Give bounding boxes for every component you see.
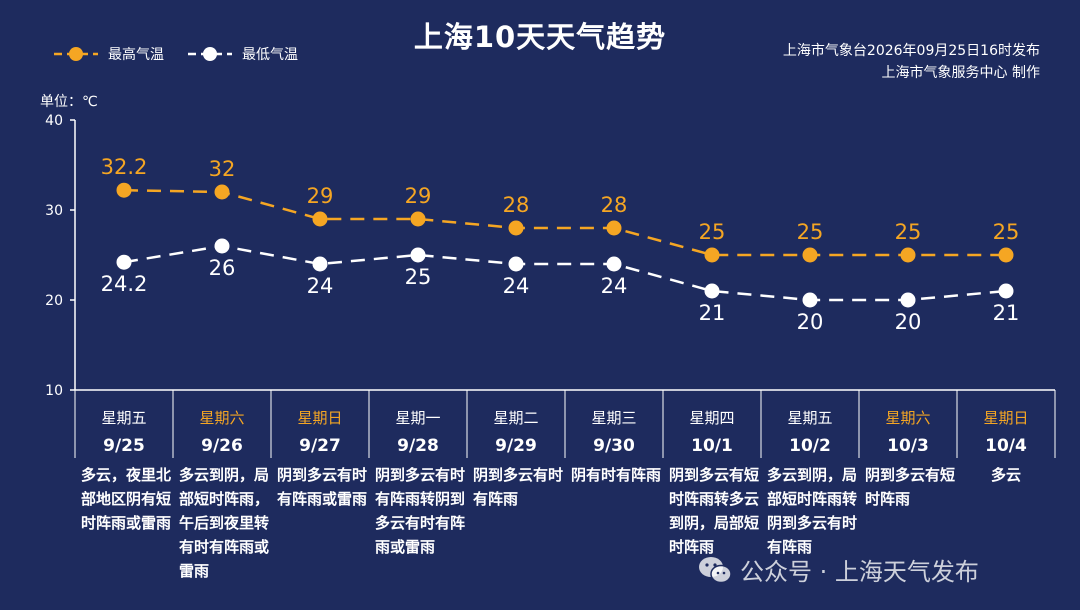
day-date: 9/27 bbox=[299, 436, 341, 456]
low-temp-label: 24 bbox=[601, 274, 628, 298]
low-temp-label: 24 bbox=[503, 274, 530, 298]
issuer-line-2: 上海市气象服务中心 制作 bbox=[881, 65, 1040, 81]
chart-lines bbox=[116, 182, 1014, 308]
low-temp-label: 20 bbox=[895, 310, 922, 334]
low-temp-label: 21 bbox=[993, 301, 1020, 325]
day-description: 阴到多云有时有阵雨或雷雨 bbox=[277, 466, 368, 508]
high-temp-point bbox=[508, 220, 524, 236]
day-weekday: 星期三 bbox=[591, 409, 637, 427]
day-description: 阴到多云有短时阵雨转多云到阴，局部短时阵雨 bbox=[669, 466, 760, 556]
high-temp-point bbox=[802, 247, 818, 263]
low-temp-point bbox=[704, 283, 720, 299]
low-temp-point bbox=[312, 256, 328, 272]
high-temp-label: 25 bbox=[699, 220, 726, 244]
high-temp-label: 28 bbox=[503, 193, 530, 217]
day-date: 9/28 bbox=[397, 436, 439, 456]
low-temp-point bbox=[998, 283, 1014, 299]
legend-high-label: 最高气温 bbox=[108, 47, 164, 63]
day-weekday: 星期二 bbox=[493, 409, 539, 427]
day-description: 阴到多云有短时阵雨 bbox=[865, 466, 956, 508]
high-temp-label: 25 bbox=[993, 220, 1020, 244]
low-temp-point bbox=[802, 292, 818, 308]
low-temp-label: 20 bbox=[797, 310, 824, 334]
high-temp-point bbox=[704, 247, 720, 263]
high-temp-label: 29 bbox=[307, 184, 334, 208]
high-temp-point bbox=[998, 247, 1014, 263]
day-weekday: 星期日 bbox=[983, 409, 1029, 427]
high-temp-line bbox=[123, 188, 1006, 257]
day-date: 10/2 bbox=[789, 436, 831, 456]
day-weekday: 星期五 bbox=[101, 409, 147, 427]
legend-low-label: 最低气温 bbox=[242, 47, 298, 63]
day-weekday: 星期五 bbox=[787, 409, 833, 427]
day-description: 阴到多云有时有阵雨 bbox=[473, 466, 564, 508]
high-temp-point bbox=[410, 211, 426, 227]
low-temp-label: 21 bbox=[699, 301, 726, 325]
low-temp-label: 25 bbox=[405, 265, 432, 289]
high-temp-label: 25 bbox=[797, 220, 824, 244]
high-temp-label: 32 bbox=[209, 157, 236, 181]
day-description: 阴有时有阵雨 bbox=[571, 466, 662, 484]
chart-labels: 32.2 32 29 29 28 28 25 25 25 25 24.2 26 24 25 24 24 21 20… bbox=[101, 155, 1020, 334]
low-temp-point bbox=[900, 292, 916, 308]
y-tick-label: 20 bbox=[45, 293, 63, 309]
low-temp-point bbox=[116, 254, 132, 270]
low-temp-point bbox=[606, 256, 622, 272]
day-weekday: 星期六 bbox=[199, 409, 245, 427]
low-temp-label: 24 bbox=[307, 274, 334, 298]
day-description: 多云，夜里北部地区阴有短时阵雨或雷雨 bbox=[81, 466, 172, 532]
watermark-text: 公众号 · 上海天气发布 bbox=[740, 558, 979, 586]
y-axis-unit: 单位：℃ bbox=[40, 94, 98, 110]
day-description: 多云 bbox=[990, 466, 1021, 484]
day-date: 9/26 bbox=[201, 436, 243, 456]
day-date: 10/3 bbox=[887, 436, 929, 456]
issuer-info: 上海市气象台2026年09月25日16时发布 上海市气象服务中心 制作 bbox=[783, 40, 1040, 84]
low-temp-line bbox=[123, 244, 1007, 302]
day-description: 阴到多云有时有阵雨转阴到多云有时有阵雨或雷雨 bbox=[375, 466, 466, 556]
day-description: 多云到阴，局部短时阵雨，午后到夜里转有时有阵雨或雷雨 bbox=[179, 466, 270, 580]
high-temp-label: 32.2 bbox=[101, 155, 148, 179]
legend-low: 最低气温 bbox=[186, 44, 298, 64]
low-temp-point bbox=[410, 247, 426, 263]
day-date: 9/29 bbox=[495, 436, 537, 456]
day-date: 9/30 bbox=[593, 436, 635, 456]
issuer-line-1: 上海市气象台2026年09月25日16时发布 bbox=[782, 43, 1040, 59]
day-weekday: 星期六 bbox=[885, 409, 931, 427]
day-date: 10/4 bbox=[985, 436, 1027, 456]
y-tick-label: 40 bbox=[45, 113, 63, 129]
high-temp-point bbox=[214, 184, 230, 200]
high-temp-point bbox=[312, 211, 328, 227]
high-temp-label: 25 bbox=[895, 220, 922, 244]
chart-title: 上海10天天气趋势 bbox=[413, 20, 667, 54]
high-temp-label: 29 bbox=[405, 184, 432, 208]
day-description: 多云到阴，局部短时阵雨转阴到多云有时有阵雨 bbox=[767, 466, 858, 556]
day-date: 9/25 bbox=[103, 436, 145, 456]
low-temp-point bbox=[214, 238, 230, 254]
y-tick-label: 10 bbox=[45, 383, 63, 399]
day-weekday: 星期一 bbox=[395, 409, 441, 427]
low-temp-point bbox=[508, 256, 524, 272]
high-temp-point bbox=[116, 182, 132, 198]
day-weekday: 星期日 bbox=[297, 409, 343, 427]
day-weekday: 星期四 bbox=[689, 409, 735, 427]
low-temp-label: 24.2 bbox=[101, 272, 148, 296]
chart-axes: 10 20 30 40 bbox=[45, 113, 1056, 458]
legend-high-marker bbox=[54, 47, 98, 61]
high-temp-point bbox=[900, 247, 916, 263]
legend-high: 最高气温 bbox=[52, 44, 164, 64]
day-date: 10/1 bbox=[691, 436, 733, 456]
legend-low-marker bbox=[188, 47, 232, 61]
wechat-icon bbox=[699, 556, 732, 583]
watermark: 公众号 · 上海天气发布 bbox=[698, 552, 979, 587]
high-temp-label: 28 bbox=[601, 193, 628, 217]
low-temp-label: 26 bbox=[209, 256, 236, 280]
y-tick-label: 30 bbox=[45, 203, 63, 219]
high-temp-point bbox=[606, 220, 622, 236]
